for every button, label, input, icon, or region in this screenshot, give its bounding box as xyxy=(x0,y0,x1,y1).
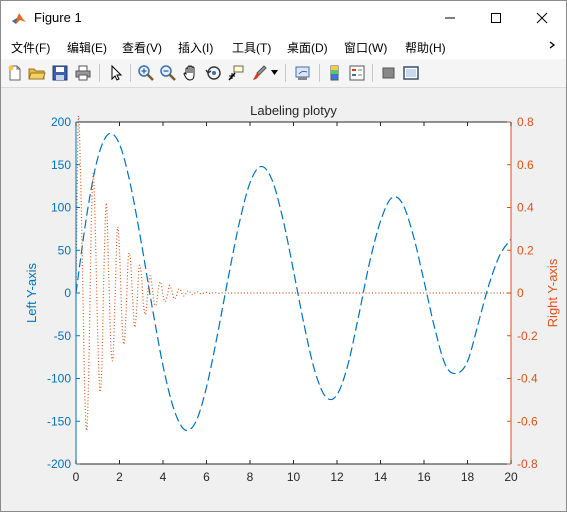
left-y-tick-label: -100 xyxy=(47,372,71,386)
menu-insert[interactable]: 插入(I) xyxy=(178,41,214,55)
new-figure-icon[interactable] xyxy=(6,64,24,82)
save-icon[interactable] xyxy=(51,64,69,82)
toolbar-separator xyxy=(285,64,286,82)
right-y-tick-label: 0 xyxy=(517,286,524,300)
toolbar-separator xyxy=(372,64,373,82)
right-y-axis-label: Right Y-axis xyxy=(545,258,560,327)
x-tick-label: 16 xyxy=(417,470,431,484)
left-axis-series-line xyxy=(75,132,512,432)
chart-title: Labeling plotyy xyxy=(250,103,337,118)
menu-file[interactable]: 文件(F) xyxy=(11,41,51,55)
pan-icon[interactable] xyxy=(182,64,200,82)
left-y-tick-label: 50 xyxy=(58,243,72,257)
hide-plot-tools-icon[interactable] xyxy=(380,64,398,82)
left-y-tick-label: 150 xyxy=(51,158,71,172)
menu-desktop[interactable]: 桌面(D) xyxy=(287,41,328,55)
right-y-tick-label: -0.2 xyxy=(517,329,538,343)
print-icon[interactable] xyxy=(74,64,92,82)
x-tick-label: 8 xyxy=(247,470,254,484)
brush-icon[interactable] xyxy=(250,64,268,82)
window-title: Figure 1 xyxy=(34,10,82,25)
menu-help[interactable]: 帮助(H) xyxy=(405,41,446,55)
menu-window[interactable]: 窗口(W) xyxy=(344,41,388,55)
rotate-3d-icon[interactable] xyxy=(205,64,223,82)
x-tick-label: 18 xyxy=(461,470,475,484)
menu-bar: 文件(F) 编辑(E) 查看(V) 插入(I) 工具(T) 桌面(D) 窗口(W… xyxy=(1,35,566,59)
left-y-tick-label: -200 xyxy=(47,457,71,471)
right-y-tick-label: -0.4 xyxy=(517,372,538,386)
left-y-tick-label: 0 xyxy=(64,286,71,300)
x-tick-label: 2 xyxy=(116,470,123,484)
right-y-tick-label: 0.2 xyxy=(517,243,534,257)
link-plot-icon[interactable] xyxy=(294,64,312,82)
brush-dropdown-icon[interactable] xyxy=(271,70,278,76)
toolbar-separator xyxy=(130,64,131,82)
plotyy-chart: 0 2 4 6 8 10 12 14 16 18 20 -200 -150 -100 -50 0 50 100 15… xyxy=(1,88,566,511)
zoom-out-icon[interactable] xyxy=(159,64,177,82)
toolbar-separator xyxy=(99,64,100,82)
maximize-icon xyxy=(491,13,501,23)
right-y-tick-label: 0.4 xyxy=(517,201,534,215)
open-file-icon[interactable] xyxy=(28,64,46,82)
legend-icon[interactable] xyxy=(348,64,366,82)
toolbar-separator xyxy=(319,64,320,82)
title-bar[interactable]: Figure 1 xyxy=(1,1,566,35)
matlab-logo-icon xyxy=(11,10,27,26)
plot-area xyxy=(76,122,511,464)
right-y-tick-label: -0.6 xyxy=(517,414,538,428)
left-y-axis-label: Left Y-axis xyxy=(24,263,39,323)
x-tick-label: 12 xyxy=(330,470,344,484)
x-tick-label: 6 xyxy=(203,470,210,484)
x-tick-label: 20 xyxy=(504,470,518,484)
right-y-tick-label: 0.8 xyxy=(517,115,534,129)
minimize-button[interactable] xyxy=(427,1,473,35)
menu-tools[interactable]: 工具(T) xyxy=(232,41,272,55)
zoom-in-icon[interactable] xyxy=(137,64,155,82)
right-y-tick-label: -0.8 xyxy=(517,457,538,471)
menu-edit[interactable]: 编辑(E) xyxy=(67,41,107,55)
edit-plot-icon[interactable] xyxy=(107,64,125,82)
show-plot-tools-icon[interactable] xyxy=(402,64,420,82)
chevron-right-icon[interactable] xyxy=(548,39,558,51)
x-tick-label: 14 xyxy=(374,470,388,484)
left-y-tick-label: 200 xyxy=(51,115,71,129)
colorbar-icon[interactable] xyxy=(326,64,344,82)
toolbar xyxy=(1,59,566,88)
left-y-tick-label: 100 xyxy=(51,201,71,215)
menu-view[interactable]: 查看(V) xyxy=(122,41,162,55)
figure-canvas: 0 2 4 6 8 10 12 14 16 18 20 -200 -150 -100 -50 0 50 100 15… xyxy=(1,88,566,511)
x-tick-label: 10 xyxy=(287,470,301,484)
left-y-tick-label: -50 xyxy=(54,329,72,343)
maximize-button[interactable] xyxy=(473,1,519,35)
x-tick-label: 4 xyxy=(160,470,167,484)
left-y-tick-label: -150 xyxy=(47,414,71,428)
data-cursor-icon[interactable] xyxy=(227,64,245,82)
right-y-tick-label: 0.6 xyxy=(517,158,534,172)
close-button[interactable] xyxy=(519,1,565,35)
minimize-icon xyxy=(445,17,455,19)
close-icon xyxy=(536,12,548,24)
x-tick-label: 0 xyxy=(73,470,80,484)
